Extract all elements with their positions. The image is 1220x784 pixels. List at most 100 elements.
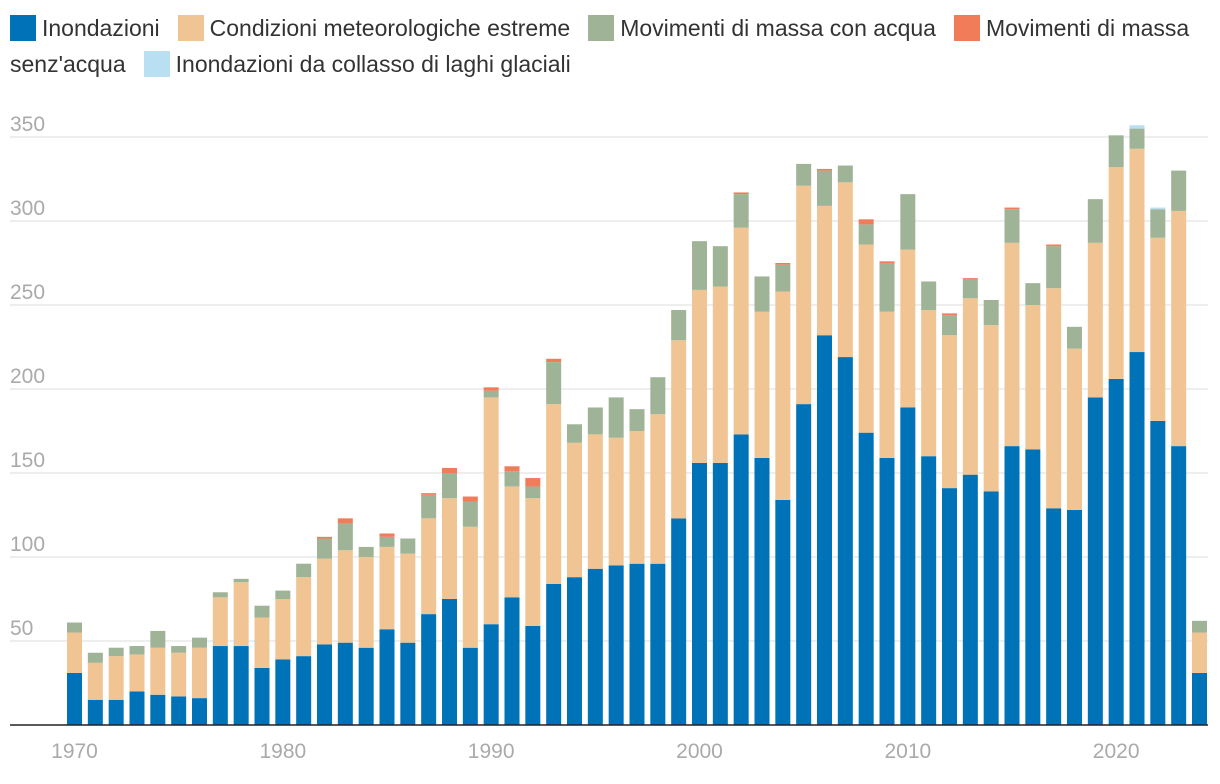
bar-segment (379, 536, 395, 547)
bar-segment (462, 496, 478, 502)
x-tick-label: 2020 (1093, 740, 1140, 763)
bar-segment (1171, 446, 1187, 725)
bar-segment (129, 691, 145, 725)
legend-swatch (588, 15, 615, 41)
y-tick-label: 50 (10, 617, 33, 640)
bar-segment (983, 299, 999, 326)
x-tick-label: 2000 (676, 740, 723, 763)
bar-segment (212, 597, 228, 647)
bar-segment (1046, 508, 1062, 725)
bar-segment (1025, 283, 1041, 305)
bar-segment (1004, 242, 1020, 447)
bar-segment (546, 583, 562, 725)
bar-segment (1046, 246, 1062, 289)
x-tick-label: 1970 (51, 740, 98, 763)
bar-segment (171, 696, 187, 725)
bar-segment (1129, 148, 1145, 353)
bar-segment (275, 590, 291, 599)
bar-segment (1150, 420, 1166, 725)
legend-swatch (10, 15, 36, 41)
bar-segment (900, 249, 916, 408)
bar-segment (692, 289, 707, 463)
bar-segment (192, 637, 207, 648)
bar-segment (567, 577, 582, 725)
bar-segment (337, 642, 353, 725)
bar-segment (1129, 125, 1145, 129)
bar-segment (733, 434, 749, 725)
bar-segment (900, 407, 916, 725)
bar-segment (1192, 672, 1207, 725)
bar-segment (400, 553, 416, 643)
bar-segment (1067, 348, 1082, 510)
bar-segment (546, 362, 562, 405)
bar-segment (462, 647, 478, 725)
legend-item: Condizioni meteorologiche estreme (177, 15, 570, 41)
bar-segment (254, 605, 270, 618)
bar-segment (337, 550, 353, 643)
y-tick-label: 300 (10, 197, 45, 220)
bar-segment (483, 390, 499, 398)
bar-segment (400, 642, 416, 725)
bar-segment (400, 538, 416, 554)
bar-segment (462, 501, 478, 527)
bar-segment (504, 597, 520, 725)
legend-swatch (953, 15, 980, 41)
bar-segment (608, 397, 624, 438)
bar-segment (504, 466, 520, 472)
bar-segment (1150, 209, 1166, 238)
legend-label: Movimenti di massa senz'acqua (10, 15, 1190, 77)
bar-segment (150, 694, 166, 725)
bar-segment (275, 599, 291, 660)
bar-segment (796, 404, 812, 725)
bar-segment (1004, 209, 1020, 243)
bar-segment (879, 263, 895, 312)
x-tick-label: 1980 (259, 740, 306, 763)
bar-segment (379, 533, 395, 537)
bar-segment (525, 478, 541, 487)
bar-segment (712, 286, 728, 463)
bar-segment (858, 244, 874, 433)
bar-segment (483, 624, 499, 725)
bar-segment (525, 498, 541, 626)
legend-swatch (177, 15, 204, 41)
bar-segment (192, 647, 207, 699)
bar-segment (337, 518, 353, 524)
legend-item: Movimenti di massa senz'acqua (10, 15, 1189, 77)
bar-segment (1108, 135, 1124, 168)
bar-segment (358, 647, 374, 725)
bar-segment (462, 526, 478, 648)
bar-segment (608, 565, 624, 725)
bar-segment (275, 659, 291, 725)
bar-segment (754, 276, 770, 312)
bar-segment (567, 424, 582, 443)
bar-segment (900, 194, 916, 250)
bar-segment (546, 404, 562, 584)
bar-segment (962, 278, 978, 280)
bar-segment (129, 654, 145, 692)
bar-segment (296, 577, 312, 657)
bars (67, 125, 1207, 725)
bar-segment (317, 536, 332, 539)
bar-segment (108, 699, 124, 725)
bar-segment (129, 646, 145, 655)
bar-segment (442, 498, 457, 599)
bar-segment (1004, 446, 1020, 725)
bar-segment (108, 656, 124, 700)
bar-segment (1150, 237, 1166, 421)
bar-segment (817, 170, 832, 206)
legend-label: Movimenti di massa con acqua (620, 15, 936, 41)
bar-segment (1087, 242, 1103, 398)
bar-segment (650, 563, 666, 725)
bar-segment (421, 494, 437, 519)
bar-segment (296, 656, 312, 725)
bar-segment (733, 227, 749, 435)
legend-item: Inondazioni (10, 15, 160, 41)
bar-segment (1171, 210, 1187, 447)
bar-segment (1004, 207, 1020, 210)
bar-segment (837, 357, 853, 725)
bar-segment (671, 340, 687, 519)
bar-segment (254, 617, 270, 668)
bar-segment (733, 194, 749, 228)
bar-segment (233, 646, 249, 725)
y-tick-label: 250 (10, 281, 45, 304)
